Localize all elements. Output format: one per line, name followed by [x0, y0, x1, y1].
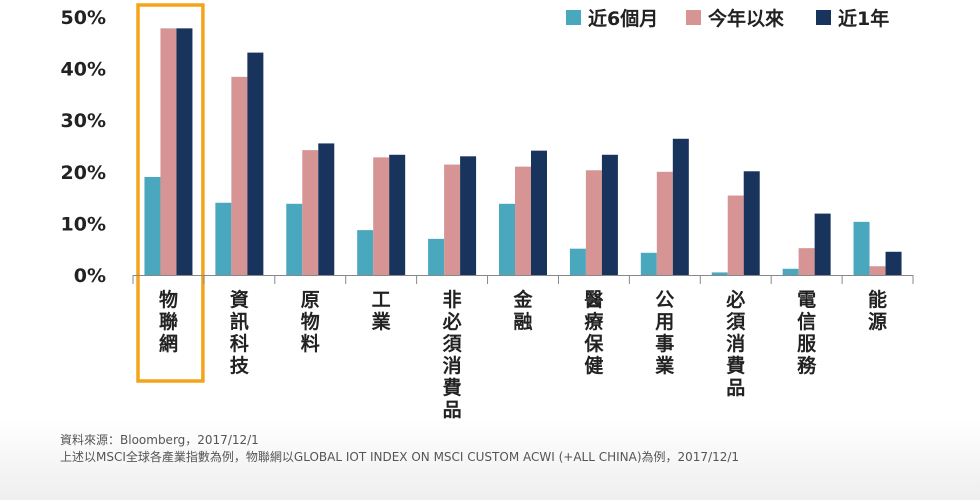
legend-swatch — [686, 10, 701, 25]
y-tick-label: 50% — [61, 7, 106, 29]
bar — [585, 170, 602, 275]
highlight-frame — [136, 3, 205, 383]
bar — [389, 154, 406, 275]
bar — [869, 266, 886, 275]
bar — [460, 156, 477, 275]
bar — [286, 203, 303, 275]
x-axis: 物聯網 資訊科技 原物料 工業 非必須消費品 金融 醫療保健 公用事業 必須消費品 電信服務 能源 — [132, 275, 914, 421]
category-label: 工業 — [371, 289, 392, 333]
bar — [727, 195, 744, 275]
bar — [428, 238, 445, 275]
legend-label: 近6個月 — [588, 8, 658, 30]
category-label: 能源 — [868, 288, 887, 333]
bar — [531, 150, 547, 275]
bar — [176, 28, 193, 275]
bar — [515, 166, 531, 275]
bar — [569, 248, 586, 275]
y-tick-label: 0% — [74, 265, 106, 287]
bar — [160, 28, 177, 275]
source-note: 資料來源：Bloomberg，2017/12/1 — [60, 433, 259, 447]
y-tick-label: 20% — [61, 162, 106, 184]
bar — [318, 143, 335, 275]
bar — [640, 252, 657, 275]
bar — [302, 150, 319, 275]
legend-label: 今年以來 — [707, 7, 784, 30]
bar — [357, 230, 374, 275]
bar — [814, 213, 831, 275]
bar — [885, 251, 902, 275]
footnote: 上述以MSCI全球各產業指數為例，物聯網以GLOBAL IOT INDEX ON… — [60, 450, 740, 464]
bar — [144, 176, 161, 275]
category-label: 醫療保健 — [583, 289, 604, 377]
bar — [711, 272, 728, 275]
bars — [144, 28, 902, 275]
legend-swatch — [566, 10, 581, 25]
category-label: 必須消費品 — [725, 288, 746, 399]
y-tick-label: 10% — [61, 213, 106, 235]
bar — [743, 171, 760, 275]
legend-label: 近1年 — [838, 7, 889, 30]
bar — [853, 221, 870, 275]
y-tick-label: 30% — [61, 110, 106, 132]
y-axis: 0% 10% 20% 30% 40% 50% — [61, 7, 106, 287]
category-label: 資訊科技 — [230, 288, 250, 377]
bar-chart: 0% 10% 20% 30% 40% 50% 物聯網 資訊科技 原物料 工業 非必須消費品 金融 醫療… — [61, 3, 914, 421]
bar — [215, 202, 232, 275]
bar — [499, 203, 515, 275]
category-label: 公用事業 — [654, 289, 675, 377]
bar — [656, 171, 673, 275]
legend: 近6個月 今年以來 近1年 — [566, 7, 889, 30]
bar — [672, 138, 689, 275]
bar — [601, 154, 618, 275]
bar — [782, 268, 799, 275]
y-tick-label: 40% — [61, 59, 106, 81]
bar — [247, 52, 264, 275]
category-label: 物聯網 — [159, 288, 178, 355]
category-label: 金融 — [512, 288, 533, 333]
category-label: 電信服務 — [797, 289, 817, 377]
bar — [798, 248, 815, 275]
category-label: 非必須消費品 — [442, 289, 463, 421]
bar — [231, 76, 248, 275]
legend-swatch — [816, 10, 831, 25]
highlight-box — [136, 3, 205, 383]
category-label: 原物料 — [301, 289, 320, 355]
bar — [373, 157, 390, 275]
bar — [444, 164, 461, 275]
